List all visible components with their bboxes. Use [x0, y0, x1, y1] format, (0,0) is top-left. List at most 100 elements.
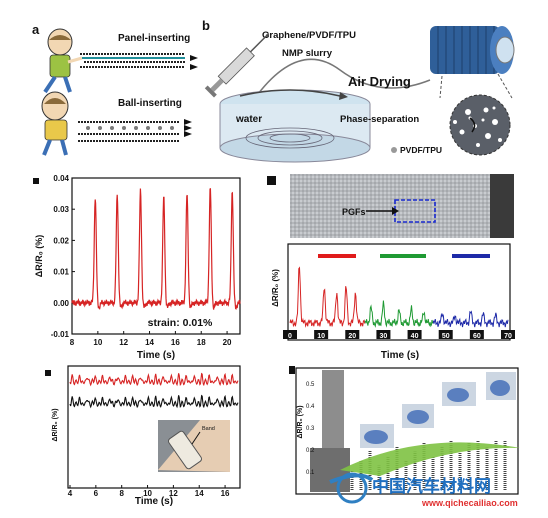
porous-cross-section	[449, 94, 511, 156]
panel-c-series-line	[71, 188, 241, 310]
watermark-text-url: www.qichecailiao.com	[421, 498, 518, 508]
panel-c-xtick-label: 10	[93, 338, 102, 347]
panel-d-photo	[290, 174, 514, 238]
panel-d-xtick-box	[469, 330, 484, 339]
panel-d-xtick-label: 40	[411, 333, 419, 340]
panel-c-ticks: 8 10 12 14 16 18 20 -0.01 0.00 0.01 0.02 0.03 0.04	[51, 174, 232, 347]
panel-d-legend-swatch-2	[380, 254, 426, 258]
panel-d-ylabel: ΔR/R₀ (%)	[271, 269, 280, 307]
panel-e-series-black	[69, 394, 239, 409]
panel-c-ytick-label: 0.01	[53, 268, 69, 277]
panel-f-ylabel: ΔR/R₀ (%)	[297, 405, 304, 438]
panel-d-xlabel: Time (s)	[381, 350, 419, 361]
svg-text:0.4: 0.4	[306, 404, 315, 410]
panel-e-xlabel: Time (s)	[135, 496, 173, 507]
panel-c-ytick-label: 0.02	[53, 236, 69, 245]
panel-c-xtick-label: 20	[223, 338, 232, 347]
panel-c: 8 10 12 14 16 18 20 -0.01 0.00 0.01 0.02 0.03 0.04 s…	[33, 174, 241, 361]
water-bath	[219, 89, 371, 163]
panel-c-ytick-label: 0.03	[53, 205, 69, 214]
panel-d-photo-label: PGFs	[342, 207, 366, 217]
cartoon-figure-top	[43, 28, 83, 94]
panel-d-xtick-label: 60	[473, 333, 481, 340]
panel-d-xtick-label: 50	[442, 333, 450, 340]
panel-e-photo	[158, 420, 230, 472]
svg-text:0.5: 0.5	[306, 382, 315, 388]
panel-d-xtick-box	[438, 330, 453, 339]
panel-c-ylabel: ΔR/R₀ (%)	[34, 235, 44, 278]
panel-e-xtick-label: 4	[68, 489, 73, 498]
panel-b-title: Graphene/PVDF/TPU	[262, 30, 356, 41]
panel-b-letter: b	[202, 18, 210, 33]
panel-e-photo-label: Band	[202, 426, 215, 432]
svg-text:0.3: 0.3	[306, 426, 315, 432]
panel-d-xtick-box	[376, 330, 391, 339]
panel-d-series-1	[289, 266, 366, 328]
panel-b-air: Air Drying	[348, 74, 411, 89]
panel-e-xtick-label: 8	[119, 489, 124, 498]
panel-f-hand-photos	[360, 372, 516, 448]
panel-c-xtick-label: 16	[171, 338, 180, 347]
panel-a-letter: a	[32, 22, 40, 37]
panel-d-xtick-label: 70	[504, 333, 512, 340]
panel-f-yticks: 0.5 0.4 0.3 0.2 0.1	[306, 382, 315, 476]
panel-e-marker	[45, 370, 51, 376]
syringe-icon	[204, 32, 270, 98]
panel-c-ytick-label: -0.01	[51, 330, 70, 339]
panel-d-xtick-box	[345, 330, 360, 339]
panel-b-phase: Phase-separation	[340, 114, 419, 125]
panel-c-annotation: strain: 0.01%	[148, 317, 213, 329]
panel-e-xtick-label: 10	[143, 489, 152, 498]
panel-d-xtick-label: 0	[288, 333, 292, 340]
panel-c-axes	[71, 177, 241, 335]
panel-e-xtick-label: 16	[221, 489, 230, 498]
panel-c-xtick-label: 12	[119, 338, 128, 347]
panel-b: b Graphene/PVDF/TPU NMP slurry water Pha…	[202, 18, 515, 163]
watermark-text-cn: 中国汽车材料网	[372, 476, 491, 496]
panel-e-ylabel: ΔR/R₀ (%)	[52, 408, 59, 441]
panel-d-legend-swatch-1	[318, 254, 356, 258]
panel-d-xtick-label: 10	[317, 333, 325, 340]
panel-d-ticks: 0 10 20 30 40 50 60 70	[283, 330, 515, 340]
panel-d-marker	[267, 176, 276, 185]
panel-b-subtitle: NMP slurry	[282, 48, 333, 59]
spool-icon	[430, 26, 515, 99]
cartoon-figure-bottom	[41, 91, 69, 156]
panel-a-sheets-bottom	[78, 119, 192, 142]
panel-c-ytick-label: 0.04	[53, 174, 69, 183]
panel-a-label-top: Panel-inserting	[118, 33, 190, 44]
panel-c-xtick-label: 18	[197, 338, 206, 347]
legend-dot-icon	[391, 147, 397, 153]
watermark-logo	[329, 442, 520, 504]
svg-text:0.2: 0.2	[306, 448, 315, 454]
svg-text:0.1: 0.1	[306, 470, 315, 476]
panel-b-legend: PVDF/TPU	[400, 145, 442, 155]
panel-b-water: water	[235, 114, 262, 125]
panel-d-series-lines	[289, 266, 509, 328]
panel-e-xtick-label: 14	[195, 489, 204, 498]
panel-d-xtick-box	[407, 330, 422, 339]
panel-e-series-red	[69, 372, 239, 387]
panel-d-series-3	[432, 310, 509, 328]
panel-c-xtick-label: 14	[145, 338, 154, 347]
panel-e-axes	[67, 365, 241, 489]
panel-d-axes	[287, 243, 511, 341]
panel-d-xtick-label: 20	[348, 333, 356, 340]
panel-d: PGFs 0 10 20 30 40 50 60 70 Time (s) ΔR/R₀ (%)	[267, 174, 515, 361]
panel-e-xtick-label: 12	[169, 489, 178, 498]
panel-a-label-bottom: Ball-inserting	[118, 98, 182, 109]
panel-e-xtick-label: 6	[94, 489, 99, 498]
panel-d-xtick-box	[501, 330, 515, 339]
panel-c-xlabel: Time (s)	[137, 350, 175, 361]
panel-c-ytick-label: 0.00	[53, 299, 69, 308]
panel-d-series-2	[364, 300, 434, 328]
panel-d-xtick-box	[283, 330, 297, 339]
panel-c-marker	[33, 178, 39, 184]
panel-f: 0.5 0.4 0.3 0.2 0.1 ΔR/R₀ (%)	[289, 366, 519, 495]
panel-d-legend-swatch-3	[452, 254, 490, 258]
panel-d-xtick-label: 30	[380, 333, 388, 340]
fiber-line	[257, 58, 431, 95]
panel-c-xtick-label: 8	[70, 338, 75, 347]
panel-a-sheets-top	[80, 53, 198, 70]
